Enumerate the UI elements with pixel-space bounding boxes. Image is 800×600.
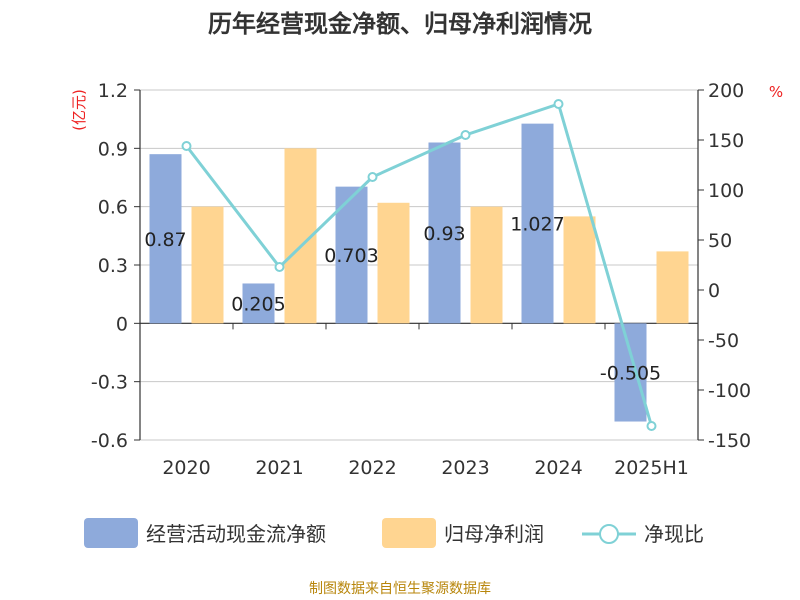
y-right-tick-label: 0 [708,280,720,302]
data-labels: 0.87 0.205 0.703 0.93 1.027 -0.505 [144,213,661,384]
bar-profit [656,251,689,324]
bar-cashflow [428,142,461,324]
y-right-tick-label: 100 [708,180,744,202]
data-label-cashflow: -0.505 [600,362,661,384]
y-left-tick-label: 0.3 [98,255,128,277]
y-right-ticks: 200 150 100 50 0 -50 -100 -150 [698,80,751,452]
x-tick-label: 2024 [534,457,582,479]
x-ticks: 2020 2021 2022 2023 2024 2025H1 [162,457,689,479]
y-left-unit: (亿元) [70,89,88,131]
data-label-cashflow: 0.703 [324,245,378,267]
data-label-cashflow: 0.87 [144,229,186,251]
ratio-line-path [185,102,653,427]
legend-label-ratio: 净现比 [644,522,704,546]
legend-marker-ratio [599,524,619,544]
y-left-tick-label: -0.3 [91,372,128,394]
y-right-tick-label: 50 [708,230,732,252]
bar-cashflow [149,154,182,324]
bar-cashflow [614,323,647,422]
y-right-unit: % [769,83,783,101]
grid [140,89,698,441]
y-left-tick-label: 0 [116,313,128,335]
y-right-tick-label: -50 [708,330,739,352]
bar-profit [563,216,596,324]
ratio-point [646,421,657,431]
x-tick-label: 2021 [255,457,303,479]
ratio-point [274,262,285,272]
ratio-line [181,99,657,431]
legend-swatch-profit [382,518,436,548]
x-tick-label: 2025H1 [614,457,689,479]
y-left-tick-label: -0.6 [91,430,128,452]
bar-profit [377,202,410,324]
legend-item-profit[interactable]: 归母净利润 [382,518,544,548]
y-right-tick-label: -100 [708,380,751,402]
legend-label-profit: 归母净利润 [444,522,544,546]
legend-swatch-cashflow [84,518,138,548]
ratio-point [460,130,471,140]
y-right-tick-label: 200 [708,80,744,102]
y-left-ticks: 1.2 0.9 0.6 0.3 0 -0.3 -0.6 [91,80,140,452]
bar-profit [191,206,224,324]
ratio-point [367,172,378,182]
legend-item-ratio[interactable]: 净现比 [582,522,704,546]
ratio-point [181,141,192,151]
bar-cashflow [242,283,275,324]
bars [149,123,689,422]
x-tick-label: 2022 [348,457,396,479]
y-right-tick-label: 150 [708,130,744,152]
chart-title: 历年经营现金净额、归母净利润情况 [208,10,592,38]
legend[interactable]: 经营活动现金流净额 归母净利润 净现比 [84,518,704,548]
data-label-cashflow: 0.205 [231,293,285,315]
y-left-tick-label: 0.6 [98,197,128,219]
source-note: 制图数据来自恒生聚源数据库 [309,581,491,597]
data-label-cashflow: 1.027 [510,213,564,235]
legend-item-cashflow[interactable]: 经营活动现金流净额 [84,518,326,548]
bar-cashflow [521,123,554,324]
ratio-point [553,99,564,109]
data-label-cashflow: 0.93 [423,223,465,245]
legend-label-cashflow: 经营活动现金流净额 [146,522,326,546]
y-right-tick-label: -150 [708,430,751,452]
x-tick-label: 2020 [162,457,210,479]
x-tick-label: 2023 [441,457,489,479]
bar-profit [470,206,503,324]
y-left-tick-label: 1.2 [98,80,128,102]
y-left-tick-label: 0.9 [98,138,128,160]
